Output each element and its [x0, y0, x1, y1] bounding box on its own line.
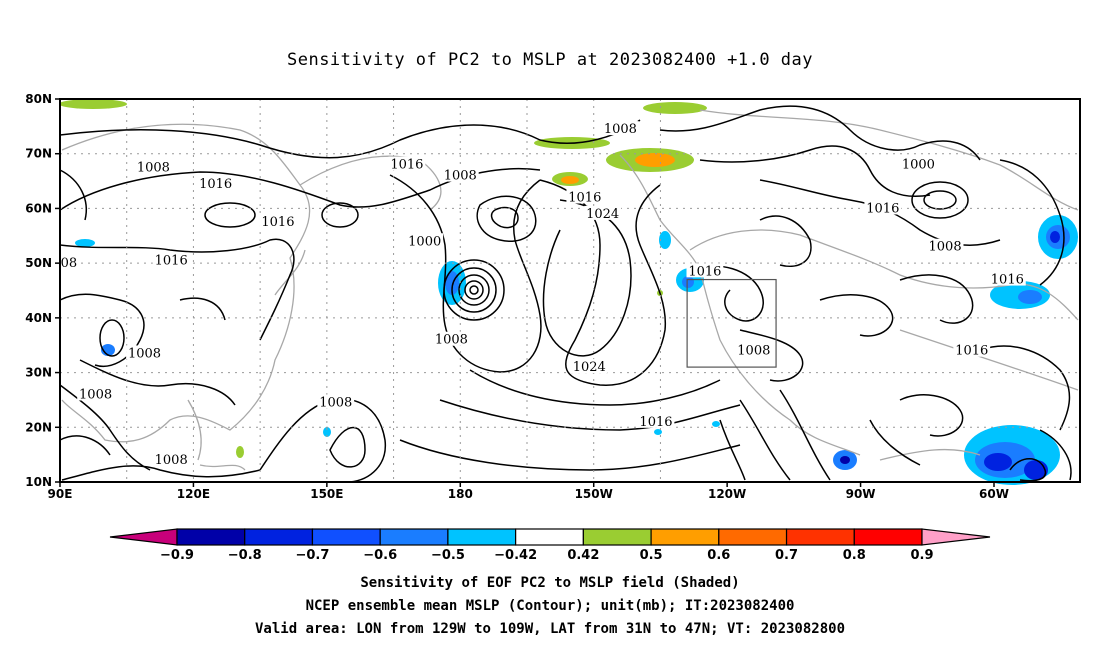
contour-label: 1016	[390, 158, 423, 173]
contour-label: 1008	[929, 240, 962, 255]
caption-shaded: Sensitivity of EOF PC2 to MSLP field (Sh…	[360, 575, 740, 591]
longitude-labels: 90E 120E 150E 180 150W 120W 90W 60W	[48, 482, 1009, 501]
colorbar-label: 0.7	[775, 548, 798, 563]
lon-label: 120E	[177, 487, 210, 501]
contour-label: 1008	[444, 169, 477, 184]
contour-label: 1008	[319, 396, 352, 411]
lat-label: 60N	[25, 201, 52, 215]
contour-label: 1016	[568, 190, 601, 205]
lat-label: 10N	[25, 475, 52, 489]
colorbar-swatch	[379, 528, 449, 546]
colorbar-label: 0.6	[707, 548, 730, 563]
colorbar-label: −0.5	[431, 548, 465, 563]
contour-label: 1016	[991, 273, 1024, 288]
lon-label: 150W	[575, 487, 613, 501]
map-frame	[59, 98, 1081, 483]
colorbar-label: 0.5	[640, 548, 663, 563]
caption-contour: NCEP ensemble mean MSLP (Contour); unit(…	[305, 598, 795, 614]
contour-label: 1008	[137, 160, 170, 175]
contour-label: 1008	[79, 387, 112, 402]
colorbar-swatch	[244, 528, 314, 546]
colorbar-swatch	[447, 528, 517, 546]
contour-label: 1024	[586, 207, 619, 222]
lon-label: 120W	[708, 487, 746, 501]
lon-label: 150E	[310, 487, 343, 501]
lon-label: 90W	[846, 487, 876, 501]
contour-label: 1008	[128, 346, 161, 361]
colorbar-high-arrow	[921, 528, 991, 546]
contour-label: 1008	[737, 344, 770, 359]
graticule-grid	[60, 99, 1080, 482]
colorbar-swatch	[582, 528, 652, 546]
lat-label: 50N	[25, 256, 52, 270]
lat-label: 80N	[25, 92, 52, 106]
colorbar-label: −0.9	[160, 548, 194, 563]
lon-label: 180	[448, 487, 473, 501]
colorbar-swatch	[853, 528, 923, 546]
colorbar-swatch	[515, 528, 584, 546]
lat-label: 20N	[25, 420, 52, 434]
colorbar-swatch	[718, 528, 788, 546]
colorbar-label: −0.8	[228, 548, 262, 563]
contour-label: 1008	[435, 333, 468, 348]
colorbar-label: −0.7	[295, 548, 329, 563]
contour-label: 1016	[199, 177, 232, 192]
contour-label: 1016	[639, 415, 672, 430]
colorbar-swatch	[311, 528, 381, 546]
valid-area-box	[686, 278, 777, 368]
coastlines	[61, 109, 1079, 471]
contour-label: 1016	[955, 344, 988, 359]
contour-label: 1000	[902, 158, 935, 173]
contour-label: 1016	[261, 215, 294, 230]
contour-label: 1008	[155, 453, 188, 468]
contour-label: 1016	[688, 264, 721, 279]
colorbar-label: 0.42	[567, 548, 599, 563]
contour-labels: 1008 1016 1016 1016 1016 1008 1000 1008 1016 1024…	[58, 121, 1026, 468]
contour-label: 1024	[573, 360, 606, 375]
colorbar-label: −0.42	[494, 548, 537, 563]
colorbar-label: 0.8	[843, 548, 866, 563]
lat-label: 70N	[25, 147, 52, 161]
latitude-labels: 10N 20N 30N 40N 50N 60N 70N 80N	[25, 92, 60, 489]
contour-label: 1016	[155, 253, 188, 268]
lat-label: 40N	[25, 311, 52, 325]
contour-label: 1000	[408, 234, 441, 249]
colorbar-low-arrow	[109, 528, 178, 546]
colorbar: −0.9 −0.8 −0.7 −0.6 −0.5 −0.42 0.42 0.5 0.6 0.7 0.…	[109, 528, 991, 563]
contour-label: 1008	[604, 122, 637, 137]
colorbar-label: −0.6	[363, 548, 397, 563]
colorbar-swatch	[650, 528, 720, 546]
lat-label: 30N	[25, 366, 52, 380]
map-title: Sensitivity of PC2 to MSLP at 2023082400…	[286, 50, 813, 70]
colorbar-swatch	[176, 528, 246, 546]
caption-valid-area: Valid area: LON from 129W to 109W, LAT f…	[254, 621, 845, 637]
contour-label: 08	[61, 256, 78, 271]
lon-label: 90E	[48, 487, 73, 501]
contour-label: 1016	[866, 201, 899, 216]
lon-label: 60W	[979, 487, 1009, 501]
colorbar-label: 0.9	[910, 548, 933, 563]
colorbar-swatch	[785, 528, 855, 546]
